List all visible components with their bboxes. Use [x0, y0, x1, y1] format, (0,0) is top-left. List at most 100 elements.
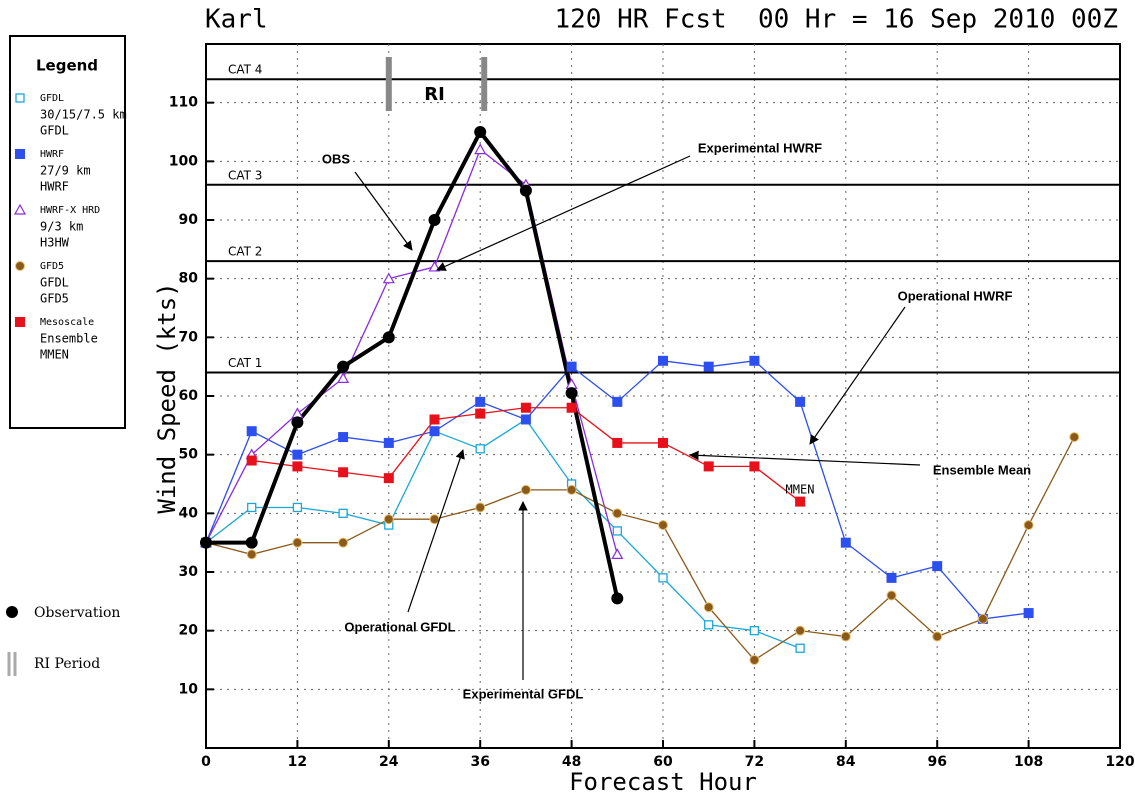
legend-detail: 9/3 km [40, 220, 83, 234]
marker [932, 561, 943, 572]
marker [382, 331, 395, 344]
marker [246, 455, 257, 466]
annotation: Experimental HWRF [698, 140, 822, 155]
x-tick-label: 24 [379, 754, 399, 770]
marker [749, 461, 760, 472]
y-tick-label: 80 [179, 271, 199, 287]
annotation: Experimental GFDL [463, 686, 584, 701]
x-tick-label: 72 [745, 754, 764, 770]
marker [383, 437, 394, 448]
legend-label: HWRF-X HRD [40, 205, 100, 216]
marker [520, 484, 531, 495]
category-label: CAT 3 [228, 168, 262, 182]
marker [246, 549, 257, 560]
marker [292, 537, 303, 548]
marker [612, 508, 623, 519]
legend-detail: GFDL [40, 276, 69, 290]
y-tick-label: 40 [179, 505, 199, 521]
series-line [205, 148, 618, 555]
marker [612, 526, 622, 536]
annotation-arrow [689, 450, 921, 466]
marker [338, 467, 349, 478]
y-axis-label: Wind Speed (kts) [153, 282, 181, 513]
series-line [205, 418, 801, 649]
series-line [206, 128, 620, 599]
x-tick-label: 84 [836, 754, 856, 770]
legend-detail: Ensemble [40, 332, 98, 346]
annotation: Operational GFDL [344, 619, 455, 634]
category-label: CAT 1 [228, 356, 262, 370]
x-tick-label: 60 [653, 754, 673, 770]
marker [291, 416, 304, 429]
y-tick-label: 10 [179, 681, 199, 697]
legend-label: GFDL [40, 93, 64, 104]
marker [291, 407, 304, 419]
marker [1023, 608, 1034, 619]
annotation: Ensemble Mean [933, 462, 1031, 477]
annotation-arrow [407, 449, 465, 613]
y-tick-label: 90 [179, 212, 199, 228]
marker [338, 508, 348, 518]
legend-detail: MMEN [40, 348, 69, 362]
legend-marker [6, 606, 18, 618]
marker [612, 437, 623, 448]
marker [15, 93, 25, 103]
marker [703, 461, 714, 472]
chart-subtitle: 120 HR Fcst 00 Hr = 16 Sep 2010 00Z [554, 5, 1118, 35]
legend-label: Observation [34, 605, 120, 621]
marker [840, 537, 851, 548]
marker [704, 620, 714, 630]
marker [247, 502, 257, 513]
marker [519, 184, 532, 197]
annotation: OBS [322, 151, 351, 166]
y-tick-label: 60 [179, 388, 199, 404]
marker [475, 502, 486, 513]
legend-label: RI Period [34, 656, 100, 672]
marker [292, 502, 303, 513]
marker [1023, 520, 1034, 531]
marker [474, 143, 487, 155]
x-tick-label: 12 [288, 754, 307, 770]
marker [749, 626, 760, 636]
marker [565, 387, 578, 400]
marker [15, 261, 25, 271]
marker [1069, 432, 1080, 443]
x-tick-label: 108 [1014, 754, 1043, 770]
marker [292, 461, 303, 472]
legend-label: GFD5 [40, 261, 64, 272]
annotation-arrow [354, 171, 413, 251]
marker [338, 432, 349, 443]
marker [840, 631, 851, 642]
marker [337, 360, 350, 373]
marker [474, 126, 487, 138]
marker [475, 396, 486, 407]
category-label: CAT 4 [228, 63, 262, 77]
y-tick-label: 50 [179, 447, 199, 463]
annotation: Operational HWRF [898, 288, 1013, 303]
annotation-arrow [809, 306, 906, 445]
y-tick-label: 70 [179, 329, 199, 345]
category-label: CAT 2 [228, 245, 262, 259]
marker [475, 444, 485, 454]
series-line [205, 436, 1075, 661]
legend-title: Legend [36, 57, 98, 75]
marker [795, 496, 806, 507]
x-tick-label: 120 [1105, 754, 1134, 770]
legend-detail: 30/15/7.5 km [40, 108, 127, 122]
y-tick-label: 110 [169, 95, 198, 111]
legend-detail: GFD5 [40, 292, 69, 306]
marker [383, 514, 394, 525]
marker [977, 613, 988, 624]
marker [611, 592, 624, 605]
marker [566, 484, 577, 495]
legend-detail: GFDL [40, 124, 69, 138]
marker [245, 536, 258, 549]
y-tick-label: 30 [179, 564, 199, 580]
marker [428, 214, 441, 226]
y-tick-label: 20 [179, 623, 199, 639]
x-tick-label: 48 [562, 754, 581, 770]
marker [337, 372, 350, 383]
marker [520, 414, 531, 425]
